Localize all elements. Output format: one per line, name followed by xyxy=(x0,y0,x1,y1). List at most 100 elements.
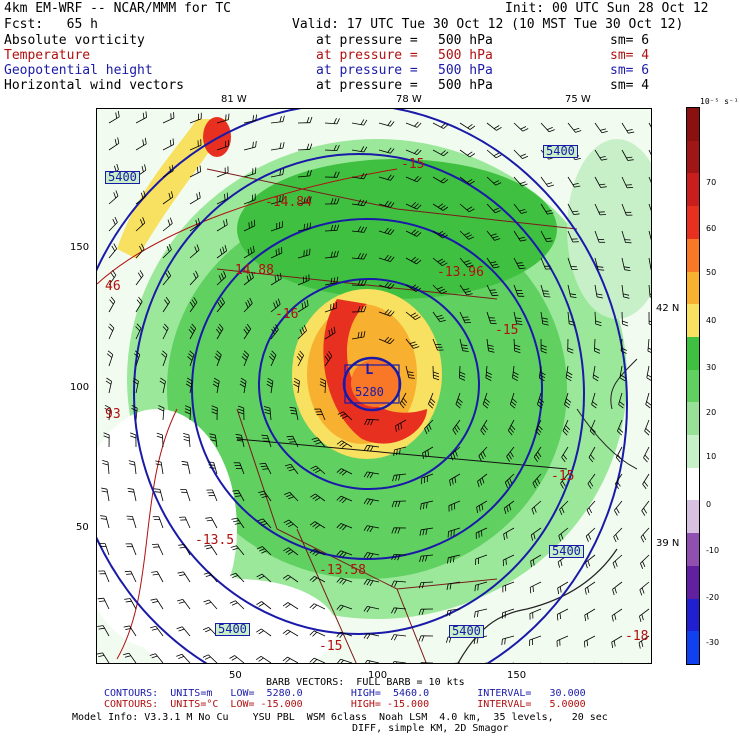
wind-barb-flag xyxy=(626,156,633,159)
wind-barb xyxy=(642,473,650,485)
wind-barb xyxy=(584,635,596,642)
wind-barb-flag xyxy=(509,477,513,484)
wind-barb-flag xyxy=(309,657,315,663)
wind-barb-flag xyxy=(105,380,112,385)
wind-barb xyxy=(529,635,542,641)
wind-barb-flag xyxy=(336,118,340,125)
wind-barb-flag xyxy=(547,212,554,215)
wind-barb xyxy=(216,172,229,178)
wind-barb-flag xyxy=(312,604,318,610)
wind-barb xyxy=(367,606,380,610)
wind-barb-flag xyxy=(384,309,389,315)
wind-barb xyxy=(108,301,116,313)
wind-barb-flag xyxy=(224,193,226,201)
wind-barb-flag xyxy=(256,573,263,578)
wind-barb-flag xyxy=(487,347,495,350)
wind-barb-flag xyxy=(588,507,593,514)
wind-barb-flag xyxy=(312,577,318,583)
wind-barb xyxy=(560,473,569,484)
wind-barb-flag xyxy=(643,481,649,487)
wind-barb-flag xyxy=(369,472,374,479)
wind-barb xyxy=(135,381,139,394)
wind-barb-flag xyxy=(299,329,303,335)
wind-barb-flag xyxy=(481,427,487,433)
wind-barb-flag xyxy=(622,323,629,327)
wind-barb-flag xyxy=(459,377,466,381)
wind-barb-flag xyxy=(141,243,145,250)
wind-barb-flag xyxy=(150,625,157,629)
wind-barb-flag xyxy=(413,203,419,209)
wind-barb-flag xyxy=(187,356,193,361)
wind-barb-flag xyxy=(336,604,342,610)
wind-barb-flag xyxy=(565,401,571,406)
wind-barb-flag xyxy=(129,463,136,466)
wind-barb-flag xyxy=(336,523,342,529)
wind-barb xyxy=(162,434,164,448)
wind-barb-flag xyxy=(487,344,494,347)
wind-barb-flag xyxy=(277,274,280,281)
wind-barb-flag xyxy=(339,632,344,638)
wind-barb-flag xyxy=(228,113,230,120)
wind-barb xyxy=(162,381,166,394)
wind-barb-flag xyxy=(619,377,626,382)
wind-barb-flag xyxy=(198,191,201,198)
wind-barb-flag xyxy=(399,448,401,455)
wind-barb-flag xyxy=(360,226,365,233)
valid-time: Valid: 17 UTC Tue 30 Oct 12 (10 MST Tue … xyxy=(292,17,684,32)
colorbar-label: -10 xyxy=(706,546,720,555)
wind-barb-flag xyxy=(112,269,117,276)
wind-barb-flag xyxy=(124,655,131,658)
state-borders xyxy=(206,168,578,663)
wind-barb xyxy=(482,392,488,405)
wind-barb-flag xyxy=(363,146,368,153)
wind-barb-flag xyxy=(389,339,395,344)
wind-barb-flag xyxy=(240,380,246,385)
wind-barb-flag xyxy=(461,347,468,349)
wind-barb-flag xyxy=(387,201,392,207)
wind-barb xyxy=(540,230,547,242)
wind-barb-flag xyxy=(309,548,315,554)
wind-barb-flag xyxy=(115,112,118,119)
wind-barb-flag xyxy=(416,177,422,183)
wind-barb-flag xyxy=(240,377,247,382)
wind-barb-flag xyxy=(477,481,480,488)
wind-barb-flag xyxy=(505,532,508,539)
wind-barb-flag xyxy=(620,374,626,379)
wind-barb-flag xyxy=(474,611,476,618)
wind-barb-flag xyxy=(387,147,392,153)
temp-label-b: -14.84 xyxy=(265,195,312,210)
wind-barb-flag xyxy=(492,235,499,239)
wind-barb-flag xyxy=(649,293,651,295)
wind-barb-flag xyxy=(422,452,424,459)
wind-barb-flag xyxy=(532,585,534,592)
wind-barb-flag xyxy=(408,377,415,379)
wind-barb-flag xyxy=(476,506,478,514)
wind-barb xyxy=(162,144,174,151)
wind-barb xyxy=(432,284,442,294)
wind-barb xyxy=(287,602,299,610)
wind-barb-flag xyxy=(259,548,265,552)
wind-barb xyxy=(648,257,651,270)
wind-barb-flag xyxy=(387,310,392,316)
wind-barb-flag xyxy=(598,269,605,271)
wind-barb-flag xyxy=(363,173,368,179)
wind-barb-flag xyxy=(237,408,244,412)
wind-barb xyxy=(367,498,380,502)
wind-barb-flag xyxy=(306,143,310,150)
wind-barb xyxy=(108,354,114,367)
wind-barb-flag xyxy=(645,428,651,433)
wind-barb-flag xyxy=(596,296,603,299)
wind-barb-flag xyxy=(220,273,224,279)
wind-barb-flag xyxy=(279,142,282,149)
wind-barb-flag xyxy=(314,524,321,529)
height-contour-5370 xyxy=(133,153,585,635)
wind-barb-flag xyxy=(544,296,551,298)
wind-barb xyxy=(502,608,515,614)
wind-barb-flag xyxy=(418,609,422,615)
wind-barb-flag xyxy=(156,432,163,436)
wind-barb-flag xyxy=(107,350,114,355)
wind-barb-flag xyxy=(566,374,572,379)
wind-barb xyxy=(591,392,596,405)
wind-barb-flag xyxy=(540,344,547,348)
wind-barb-flag xyxy=(336,224,340,231)
